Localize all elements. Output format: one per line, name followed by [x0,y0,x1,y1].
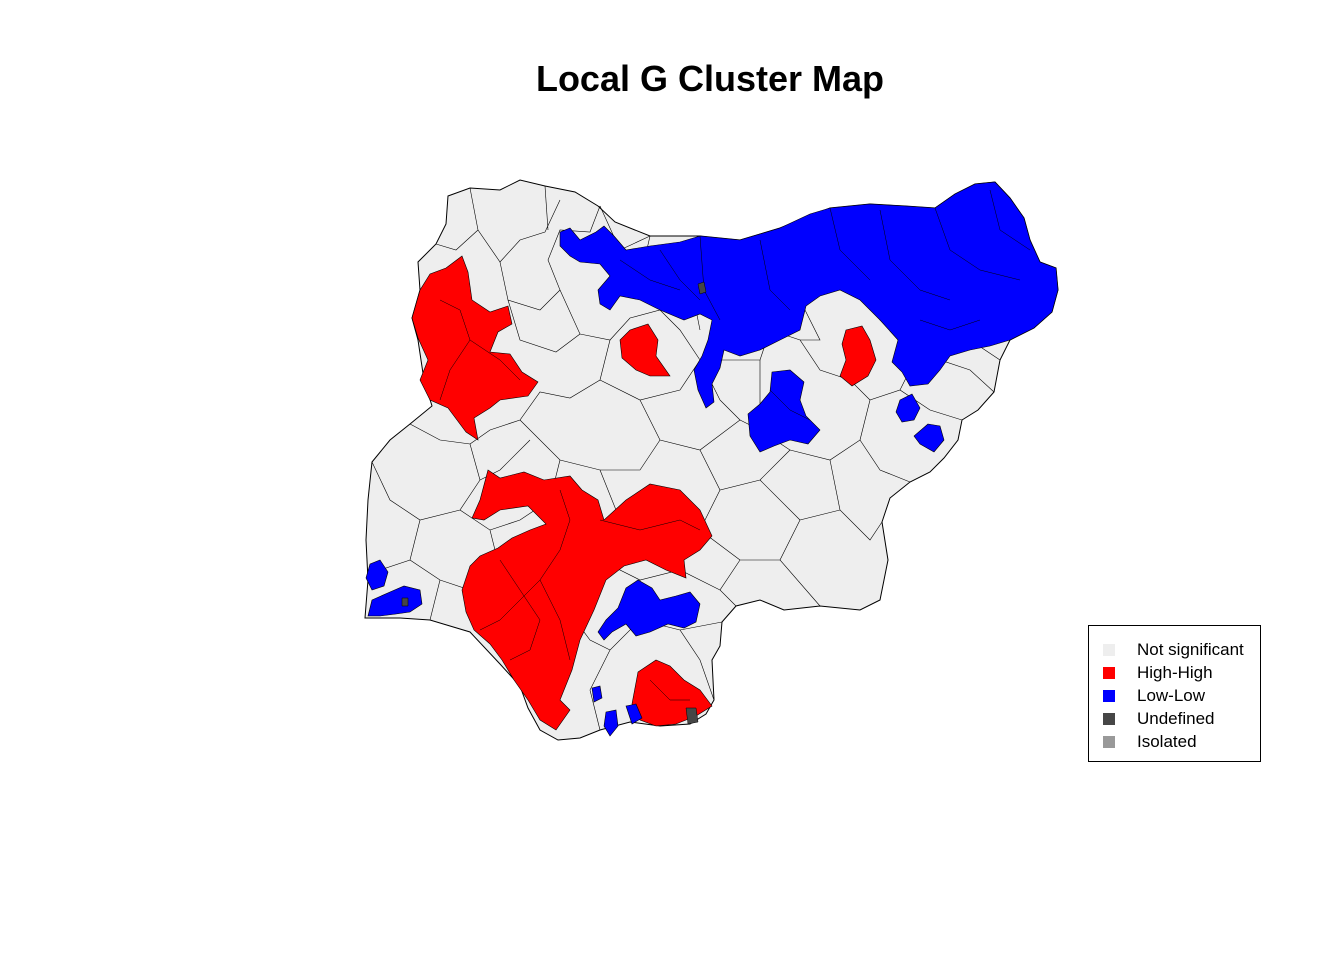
low-low-clusters [365,181,1059,737]
legend-item-undefined: Undefined [1103,708,1215,730]
ll-region-east-2 [913,423,945,453]
ll-region-west-2 [367,585,423,617]
ll-region-south-1 [603,709,619,737]
legend-label: Undefined [1137,709,1215,728]
ll-region-south-2 [625,703,643,725]
map-title: Local G Cluster Map [535,58,885,99]
legend-label: Low-Low [1137,686,1206,705]
legend-label: Not significant [1137,640,1244,659]
legend: Not significant High-High Low-Low Undefi… [1088,625,1261,762]
legend-item-low-low: Low-Low [1103,685,1205,707]
ll-region-south-3 [591,685,603,703]
hh-region-center-north [619,323,671,377]
ll-region-center [747,369,821,453]
legend-swatch [1103,644,1115,656]
ll-region-west-1 [365,559,389,591]
legend-item-high-high: High-High [1103,662,1213,684]
legend-item-isolated: Isolated [1103,731,1197,753]
ll-region-south-center [597,579,701,641]
legend-swatch [1103,690,1115,702]
ll-region-north [559,181,1059,409]
hh-region-southwest [461,469,713,731]
legend-label: High-High [1137,663,1213,682]
legend-swatch [1103,713,1115,725]
legend-item-not-significant: Not significant [1103,639,1244,661]
hh-region-northeast [839,325,877,387]
high-high-internal [439,299,701,701]
ll-region-east-1 [895,393,921,423]
legend-swatch [1103,736,1115,748]
legend-swatch [1103,667,1115,679]
legend-label: Isolated [1137,732,1197,751]
undefined-units [401,281,707,725]
